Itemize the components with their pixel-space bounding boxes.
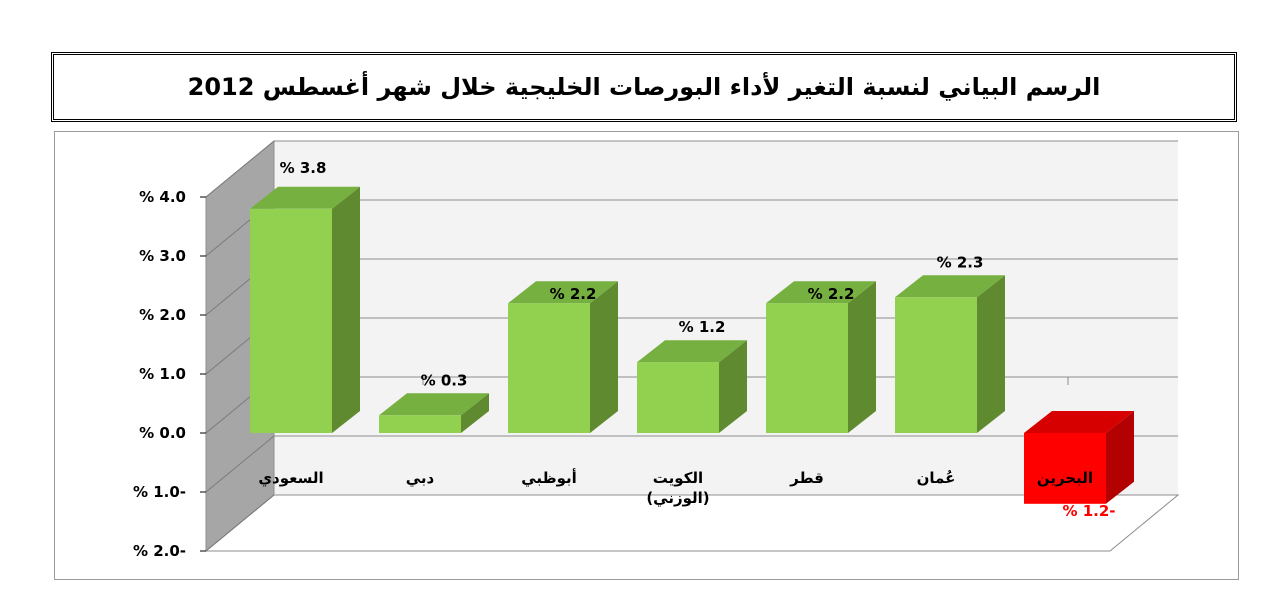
bar [1024,433,1106,504]
y-tick-label: % 2.0 [139,306,186,324]
data-label: % 2.2 [808,285,855,303]
bar [508,303,590,433]
bar-side [590,281,618,433]
category-label: البحرين [1037,469,1093,487]
data-label: % 2.3 [937,253,984,271]
bar [766,303,848,433]
category-label: عُمان [917,469,956,487]
bar-top [637,340,747,363]
y-tick-label: % 3.0 [139,247,186,265]
category-label: السعودي [258,469,323,488]
bar-side [977,275,1005,433]
y-tick-label: % 1.0 [139,365,186,383]
category-label: أبوظبي [521,468,577,487]
bar-top [508,281,618,304]
bar-side [461,393,489,433]
bar [895,297,977,433]
y-tick-label: % 1.0- [133,483,186,501]
bar-top [1024,411,1134,433]
bar [379,415,461,433]
category-label: (الوزني) [646,489,709,507]
y-tick-label: % 2.0- [133,542,186,560]
category-label: قطر [789,469,824,487]
gridline-diagonal [205,494,275,552]
bar-side [719,340,747,433]
bar-top [766,281,876,304]
category-label: دبي [406,469,435,487]
gridline-diagonal [205,435,275,493]
chart-title: الرسم البياني لنسبة التغير لأداء البورصا… [187,73,1101,101]
bar-top [379,393,489,416]
data-label: % 1.2- [1062,502,1115,520]
data-label: % 2.2 [550,285,597,303]
bar-side [848,281,876,433]
bar-top [895,275,1005,298]
category-label: الكويت [653,469,703,487]
chart-title-box: الرسم البياني لنسبة التغير لأداء البورصا… [51,52,1237,122]
gridline-diagonal [205,140,275,198]
bar-top [250,186,360,209]
bar [637,362,719,433]
y-tick-label: % 4.0 [139,188,186,206]
data-label: % 0.3 [421,371,468,389]
data-label: % 1.2 [679,318,726,336]
bar [250,208,332,433]
data-label: % 3.8 [280,159,327,177]
bar-side [1106,411,1134,504]
y-tick-label: % 0.0 [139,424,186,442]
bar-side [332,186,360,433]
